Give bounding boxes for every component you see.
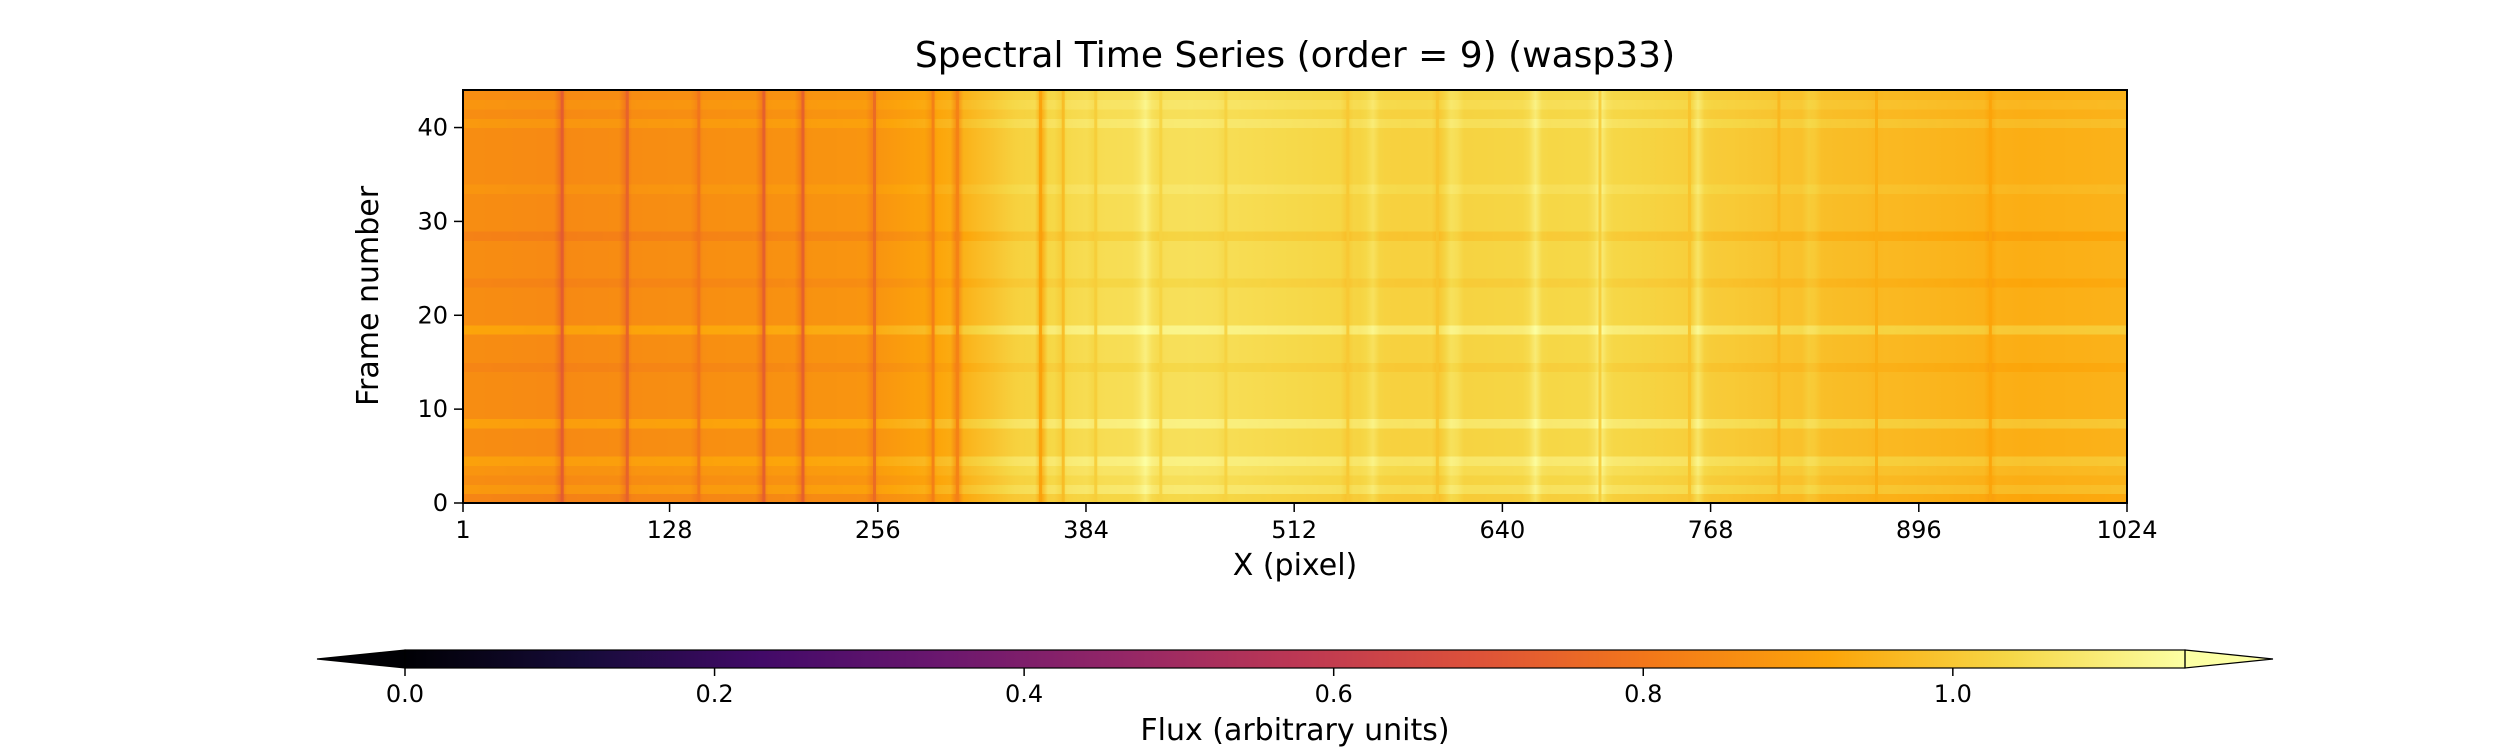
heatmap-row bbox=[463, 352, 2127, 363]
plot-frame bbox=[462, 89, 2128, 504]
heatmap-row bbox=[463, 427, 2127, 438]
heatmap-row bbox=[463, 99, 2127, 110]
heatmap-row bbox=[463, 221, 2127, 232]
heatmap-row bbox=[463, 409, 2127, 420]
heatmap-row bbox=[463, 456, 2127, 467]
x-tick-label: 896 bbox=[1896, 516, 1942, 544]
heatmap-row bbox=[463, 334, 2127, 345]
heatmap-row bbox=[463, 183, 2127, 194]
colorbar-extend-low bbox=[316, 649, 406, 669]
heatmap-row bbox=[463, 136, 2127, 147]
x-tick-label: 512 bbox=[1271, 516, 1317, 544]
chart-title: Spectral Time Series (order = 9) (wasp33… bbox=[915, 35, 1675, 76]
colorbar-gradient bbox=[405, 650, 2185, 668]
heatmap-row bbox=[463, 315, 2127, 326]
heatmap-row bbox=[463, 146, 2127, 157]
x-axis-label: X (pixel) bbox=[1233, 548, 1358, 583]
heatmap-row bbox=[463, 174, 2127, 185]
heatmap-row bbox=[463, 258, 2127, 269]
heatmap-row bbox=[463, 127, 2127, 138]
y-tick-label: 0 bbox=[433, 489, 448, 517]
colorbar-tick-label: 0.6 bbox=[1315, 680, 1353, 708]
heatmap-row bbox=[463, 165, 2127, 176]
x-tick-label: 640 bbox=[1479, 516, 1525, 544]
y-tick-label: 40 bbox=[417, 114, 448, 142]
heatmap-row bbox=[463, 90, 2127, 100]
x-tick-label: 1024 bbox=[2096, 516, 2157, 544]
heatmap-row bbox=[463, 484, 2127, 495]
x-tick-label: 128 bbox=[647, 516, 693, 544]
y-tick-label: 10 bbox=[417, 395, 448, 423]
colorbar-extend-high bbox=[2184, 649, 2274, 669]
heatmap-row bbox=[463, 465, 2127, 476]
heatmap-row bbox=[463, 324, 2127, 335]
heatmap-row bbox=[463, 390, 2127, 401]
heatmap-row bbox=[463, 202, 2127, 213]
y-axis-label: Frame number bbox=[351, 185, 386, 406]
heatmap-row bbox=[463, 305, 2127, 316]
colorbar-tick-label: 0.4 bbox=[1005, 680, 1043, 708]
x-tick-label: 768 bbox=[1688, 516, 1734, 544]
heatmap-row bbox=[463, 212, 2127, 223]
colorbar-tick-label: 0.0 bbox=[386, 680, 424, 708]
colorbar-label: Flux (arbitrary units) bbox=[1140, 713, 1449, 748]
heatmap-row bbox=[463, 249, 2127, 260]
heatmap-row bbox=[463, 296, 2127, 307]
colorbar-tick-label: 0.2 bbox=[695, 680, 733, 708]
colorbar-tick-label: 1.0 bbox=[1934, 680, 1972, 708]
heatmap-row bbox=[463, 277, 2127, 288]
heatmap-row bbox=[463, 446, 2127, 457]
y-tick-label: 30 bbox=[417, 207, 448, 235]
heatmap-row bbox=[463, 193, 2127, 204]
heatmap-row bbox=[463, 437, 2127, 448]
x-tick-label: 1 bbox=[455, 516, 470, 544]
heatmap-row bbox=[463, 155, 2127, 166]
heatmap-row bbox=[463, 287, 2127, 298]
colorbar: 0.0 0.2 0.4 0.6 0.8 1.0 Flux (arbitrary units… bbox=[316, 649, 2274, 748]
colorbar-ticks: 0.0 0.2 0.4 0.6 0.8 1.0 bbox=[386, 668, 1972, 708]
heatmap-row bbox=[463, 493, 2127, 504]
heatmap-row bbox=[463, 418, 2127, 429]
x-axis: 1 128 256 384 512 640 768 896 1024 bbox=[455, 503, 2158, 544]
heatmap-row bbox=[463, 362, 2127, 373]
heatmap-row bbox=[463, 474, 2127, 485]
x-tick-label: 384 bbox=[1063, 516, 1109, 544]
heatmap-row bbox=[463, 108, 2127, 119]
colorbar-frame bbox=[404, 649, 2186, 669]
heatmap-row bbox=[463, 240, 2127, 251]
heatmap-row bbox=[463, 268, 2127, 279]
heatmap-row bbox=[463, 380, 2127, 391]
heatmap-row bbox=[463, 118, 2127, 129]
colorbar-tick-label: 0.8 bbox=[1624, 680, 1662, 708]
y-tick-label: 20 bbox=[417, 301, 448, 329]
heatmap-row bbox=[463, 399, 2127, 410]
heatmap-row bbox=[463, 343, 2127, 354]
heatmap-row bbox=[463, 371, 2127, 382]
y-axis: 0 10 20 30 40 bbox=[417, 114, 463, 517]
heatmap-row bbox=[463, 230, 2127, 241]
x-tick-label: 256 bbox=[855, 516, 901, 544]
heatmap bbox=[463, 90, 2127, 504]
